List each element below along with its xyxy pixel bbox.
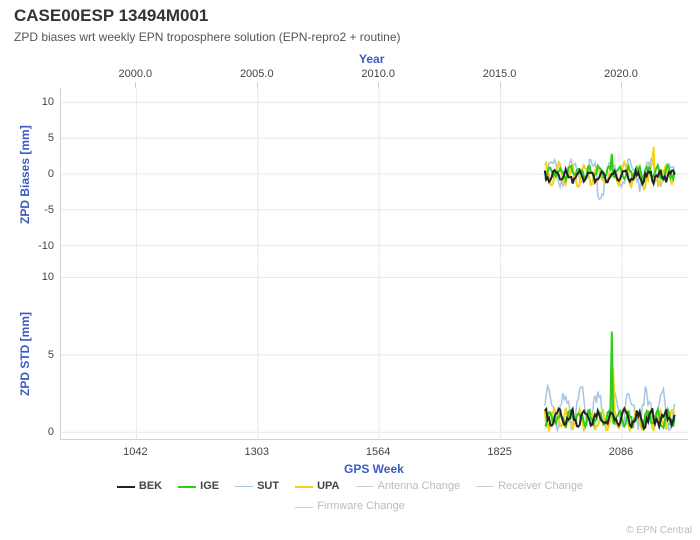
bottom-tick: 1042 <box>123 446 147 458</box>
legend-label: Antenna Change <box>378 480 461 492</box>
legend-item: IGE <box>178 477 219 498</box>
top-tick: 2000.0 <box>119 68 153 80</box>
legend-item: BEK <box>117 477 162 498</box>
legend-label: BEK <box>139 480 162 492</box>
credit: © EPN Central <box>626 525 692 536</box>
legend-label: Receiver Change <box>498 480 583 492</box>
top-tick: 2005.0 <box>240 68 274 80</box>
legend-label: UPA <box>317 480 339 492</box>
panel2-svg <box>61 262 689 440</box>
plot-area <box>60 88 688 440</box>
top-axis-label: Year <box>359 52 384 66</box>
legend-swatch <box>356 486 374 487</box>
legend-label: Firmware Change <box>317 500 404 512</box>
legend-swatch <box>117 486 135 488</box>
y-tick: 10 <box>14 271 54 283</box>
legend-item: SUT <box>235 477 279 498</box>
legend-swatch <box>476 486 494 487</box>
panel1-svg <box>61 88 689 260</box>
bottom-tick: 1825 <box>487 446 511 458</box>
top-tick: 2010.0 <box>361 68 395 80</box>
panel1-ylabel: ZPD Biases [mm] <box>18 125 32 224</box>
legend-swatch <box>295 507 313 508</box>
bottom-tick: 1303 <box>245 446 269 458</box>
legend-item: Receiver Change <box>476 477 583 498</box>
chart-title: CASE00ESP 13494M001 <box>14 6 208 26</box>
legend-label: SUT <box>257 480 279 492</box>
y-tick: -10 <box>14 240 54 252</box>
top-tick: 2020.0 <box>604 68 638 80</box>
y-tick: 0 <box>14 426 54 438</box>
y-tick: 10 <box>14 96 54 108</box>
legend-swatch <box>235 486 253 488</box>
bottom-axis-label: GPS Week <box>344 462 404 476</box>
top-tick: 2015.0 <box>483 68 517 80</box>
legend-swatch <box>178 486 196 488</box>
legend-swatch <box>295 486 313 488</box>
legend-label: IGE <box>200 480 219 492</box>
panel2-ylabel: ZPD STD [mm] <box>18 312 32 396</box>
chart-subtitle: ZPD biases wrt weekly EPN troposphere so… <box>14 30 401 44</box>
bottom-tick: 2086 <box>609 446 633 458</box>
top-axis-ticks: 2000.0 2005.0 2010.0 2015.0 2020.0 <box>0 68 700 82</box>
bottom-tick: 1564 <box>366 446 390 458</box>
legend: BEK IGE SUT UPA Antenna Change Receiver Chang… <box>0 477 700 518</box>
legend-item: UPA <box>295 477 339 498</box>
chart-container: CASE00ESP 13494M001 ZPD biases wrt weekl… <box>0 0 700 540</box>
legend-item: Antenna Change <box>356 477 461 498</box>
legend-item: Firmware Change <box>295 497 404 518</box>
